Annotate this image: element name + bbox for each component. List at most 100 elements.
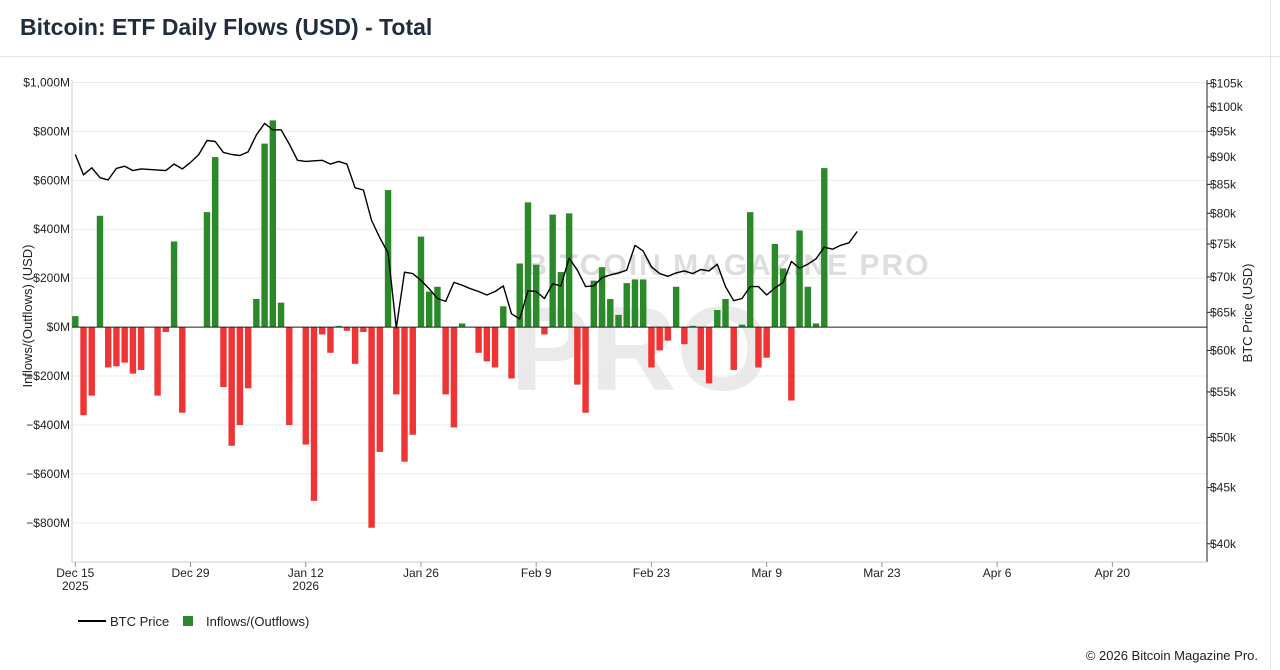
flow-bar: [277, 302, 285, 328]
y-tick-label: −$200M: [26, 369, 70, 383]
flow-bar: [154, 327, 161, 396]
flow-bar: [129, 327, 137, 374]
flow-bar: [500, 306, 507, 328]
flow-bar: [697, 327, 705, 370]
watermark-text: BITCOIN MAGAZINE PRO: [526, 249, 931, 282]
flow-bar: [755, 327, 762, 368]
flow-bar: [574, 327, 581, 385]
y-tick-label: $400M: [33, 222, 70, 236]
flow-bar: [203, 212, 211, 328]
flow-bar: [475, 327, 482, 353]
flow-bar: [557, 272, 565, 328]
y2-tick-label: $40k: [1210, 537, 1237, 551]
y2-tick-label: $80k: [1210, 206, 1237, 220]
y-tick-label: $800M: [33, 124, 70, 138]
y2-tick-label: $45k: [1210, 481, 1237, 495]
legend-flow-swatch: [183, 616, 193, 626]
chart-header: Bitcoin: ETF Daily Flows (USD) - Total: [0, 0, 1280, 57]
x-tick-label: Jan 12: [288, 566, 324, 580]
flow-bar: [746, 212, 754, 328]
flow-bar: [212, 157, 219, 328]
y2-tick-label: $90k: [1210, 150, 1237, 164]
flow-bar: [689, 325, 696, 328]
flow-bar: [549, 214, 556, 328]
x-tick-label: Jan 26: [403, 566, 439, 580]
x-tick-label: Mar 23: [863, 566, 901, 580]
flow-bar: [88, 327, 95, 396]
flow-bar: [434, 286, 441, 328]
flow-bar: [681, 327, 688, 345]
flow-bar: [96, 215, 104, 328]
flow-bar: [310, 327, 318, 501]
x-tick-label: Apr 6: [983, 566, 1012, 580]
x-tick-year-label: 2025: [62, 579, 89, 593]
flow-bar: [738, 324, 746, 328]
flow-bar: [170, 241, 178, 328]
x-tick-label: Feb 23: [633, 566, 671, 580]
y2-tick-label: $55k: [1210, 385, 1237, 399]
flow-bar: [269, 120, 277, 328]
flow-bar: [137, 327, 145, 370]
flow-bar: [105, 327, 112, 368]
y2-tick-label: $60k: [1210, 343, 1237, 357]
flow-bar: [788, 327, 795, 401]
flow-bar: [425, 291, 433, 328]
flow-bar: [631, 279, 639, 328]
flow-bar: [351, 327, 359, 364]
y-tick-label: −$800M: [26, 516, 70, 530]
flow-bar: [368, 327, 375, 528]
y-axis-title: Inflows/(Outflows) (USD): [20, 244, 35, 387]
flow-bar: [244, 327, 252, 389]
flow-bar: [672, 286, 680, 328]
flow-bar: [113, 327, 120, 367]
legend-price-label: BTC Price: [110, 614, 169, 629]
y2-tick-label: $65k: [1210, 305, 1237, 319]
flow-bar: [319, 327, 326, 335]
y-tick-label: $200M: [33, 271, 70, 285]
flow-bar: [458, 323, 466, 328]
y2-tick-label: $70k: [1210, 270, 1237, 284]
y2-tick-label: $100k: [1210, 100, 1244, 114]
copyright-notice: © 2026 Bitcoin Magazine Pro.: [1085, 648, 1258, 663]
flow-bar: [796, 230, 803, 328]
y-tick-label: −$600M: [26, 467, 70, 481]
btc-price-line: [74, 122, 858, 329]
flow-bar: [582, 327, 589, 413]
frame-divider: [1270, 0, 1271, 670]
y-tick-label: −$400M: [26, 418, 70, 432]
flow-bar: [220, 327, 227, 388]
flow-bar: [80, 327, 87, 416]
flow-bar: [121, 327, 128, 363]
flow-bar: [664, 327, 672, 341]
flow-bar: [532, 264, 540, 328]
flow-bar: [730, 327, 737, 370]
flow-bar: [607, 298, 614, 328]
flow-bar: [656, 327, 663, 351]
flow-bar: [409, 327, 416, 435]
flow-bar: [714, 309, 721, 328]
x-tick-label: Apr 20: [1095, 566, 1131, 580]
flow-bar: [228, 327, 235, 446]
flow-bar: [343, 327, 351, 331]
y2-tick-label: $105k: [1210, 77, 1244, 91]
flow-bar: [327, 327, 334, 353]
flow-bar: [598, 267, 606, 328]
x-tick-label: Mar 9: [751, 566, 782, 580]
y2-axis-title: BTC Price (USD): [1240, 264, 1255, 363]
flow-bar: [236, 327, 244, 425]
y-tick-label: $1,000M: [23, 75, 70, 89]
flow-bar: [417, 236, 425, 328]
flow-bar: [524, 202, 532, 328]
y-tick-label: $0M: [47, 320, 70, 334]
flow-bar: [286, 327, 293, 425]
flow-bar: [565, 213, 573, 328]
flow-bar: [179, 327, 186, 413]
flow-bar: [508, 327, 515, 379]
y2-tick-label: $75k: [1210, 237, 1237, 251]
flow-bar: [450, 327, 458, 428]
flow-bar: [639, 279, 647, 328]
flow-bar: [162, 327, 170, 333]
flow-bar: [360, 327, 367, 333]
flow-bar: [401, 327, 408, 462]
